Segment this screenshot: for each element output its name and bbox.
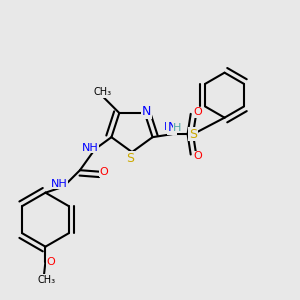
- Text: S: S: [189, 128, 197, 141]
- Text: NH: NH: [164, 122, 180, 132]
- Text: N: N: [167, 121, 177, 134]
- Text: H: H: [166, 121, 173, 131]
- Text: O: O: [100, 167, 108, 177]
- Text: H: H: [173, 123, 181, 133]
- Text: CH₃: CH₃: [94, 87, 112, 97]
- Text: O: O: [193, 151, 202, 161]
- Text: N: N: [142, 105, 151, 118]
- Text: NH: NH: [51, 179, 67, 189]
- Text: NH: NH: [82, 143, 99, 153]
- Text: O: O: [193, 107, 202, 117]
- Text: S: S: [127, 152, 134, 165]
- Text: O: O: [46, 257, 55, 267]
- Text: CH₃: CH₃: [37, 275, 56, 285]
